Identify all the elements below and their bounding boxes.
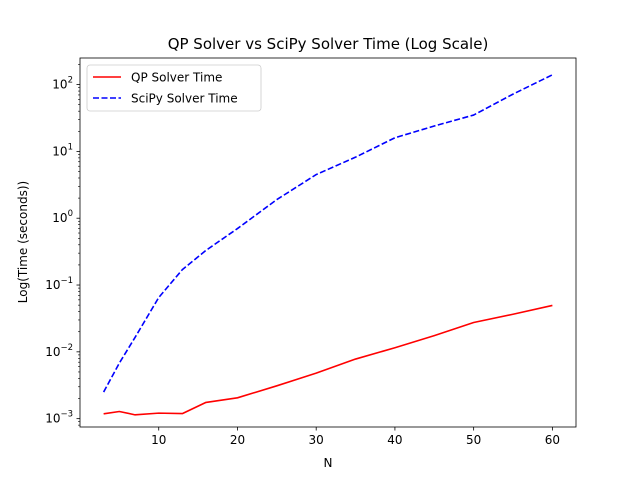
data-point [552,74,553,75]
data-point [135,337,136,338]
data-point [316,174,317,175]
y-tick-label: 101 [52,142,73,158]
data-point [355,358,356,359]
x-axis: 10 20 30 40 50 60 [151,427,560,447]
data-point [103,413,104,414]
data-point [316,373,317,374]
data-point [473,322,474,323]
data-point [394,347,395,348]
y-tick-base: 10 [52,211,67,225]
data-point [182,269,183,270]
y-tick-exponent: 1 [68,142,73,152]
y-tick-base: 10 [45,412,60,426]
data-point [434,335,435,336]
y-tick-exponent: 0 [68,209,73,219]
legend-frame [86,64,262,112]
y-tick-label: 10−3 [45,410,73,426]
data-point [276,199,277,200]
y-tick-base: 10 [45,278,60,292]
y-tick-exponent: 2 [68,76,73,86]
y-tick-label: 10−2 [45,343,73,359]
series-group [102,74,553,416]
legend-entries: QP Solver Time SciPy Solver Time [93,71,238,106]
data-point [205,250,206,251]
x-axis-label: N [324,456,333,470]
data-point [237,397,238,398]
y-tick-label: 102 [52,76,73,92]
y-tick-label: 10−1 [45,276,73,292]
data-point [394,137,395,138]
x-tick-label: 10 [151,433,166,447]
y-tick-base: 10 [52,78,67,92]
x-tick-label: 30 [309,433,324,447]
axes-frame [79,57,577,428]
y-tick-base: 10 [52,144,67,158]
y-axis-label: Log(Time (seconds)) [16,181,30,303]
data-point [182,413,183,414]
data-point [512,94,513,95]
data-point [158,297,159,298]
y-tick-label: 100 [52,209,73,225]
data-point [552,305,553,306]
data-point [512,314,513,315]
x-tick-label: 40 [387,433,402,447]
y-tick-base: 10 [45,345,60,359]
legend: QP Solver Time SciPy Solver Time [86,64,262,112]
data-point [158,413,159,414]
y-tick-exponent: −1 [60,276,73,286]
plot-area [79,57,577,428]
y-tick-exponent: −2 [60,343,73,353]
data-point [473,114,474,115]
chart-title: QP Solver vs SciPy Solver Time (Log Scal… [168,35,489,53]
series-line-1 [102,74,553,393]
data-point [237,228,238,229]
data-point [103,391,104,392]
x-tick-label: 50 [466,433,481,447]
data-point [355,157,356,158]
data-point [205,402,206,403]
series-line-0 [103,304,553,416]
data-point [276,385,277,386]
x-tick-label: 20 [230,433,245,447]
data-point [119,411,120,412]
legend-label: SciPy Solver Time [131,92,238,106]
x-tick-label: 60 [545,433,560,447]
data-point [434,125,435,126]
data-point [119,362,120,363]
legend-label: QP Solver Time [131,71,222,85]
y-tick-exponent: −3 [60,410,73,420]
data-point [135,414,136,415]
